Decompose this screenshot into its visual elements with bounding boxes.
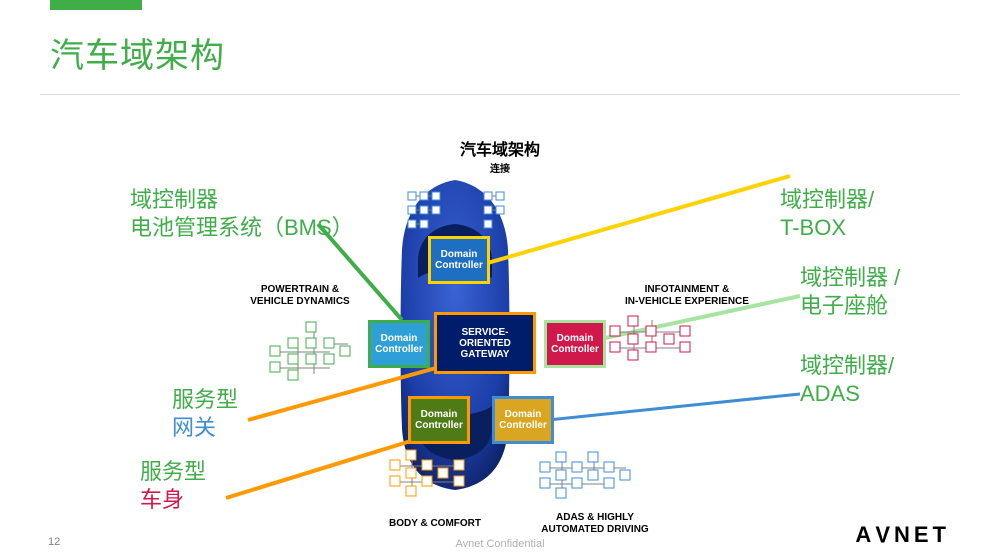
slide-title: 汽车域架构 [50, 28, 225, 77]
co-body-line-0: 服务型 [140, 458, 206, 486]
co-cabin: 域控制器 /电子座舱 [800, 264, 900, 319]
dc-right-label: DomainController [551, 333, 599, 356]
co-body-line-1: 车身 [140, 486, 206, 514]
ln-tbox [484, 176, 790, 264]
dc-bl: DomainController [408, 396, 470, 444]
confidential-footer: Avnet Confidential [0, 538, 1000, 550]
dc-top-label: DomainController [435, 249, 483, 272]
accent-bar [50, 0, 142, 10]
brand-logo: AVNET [855, 522, 950, 548]
co-bms: 域控制器电池管理系统（BMS） [130, 186, 354, 241]
dc-br: DomainController [492, 396, 554, 444]
diagram-subtitle: 连接 [0, 160, 1000, 175]
dc-right: DomainController [544, 320, 606, 368]
sub-body: BODY & COMFORT [370, 518, 500, 530]
dc-left: DomainController [368, 320, 430, 368]
brand-text: AVNET [855, 522, 950, 547]
dc-left-label: DomainController [375, 333, 423, 356]
title-rule [40, 94, 960, 95]
cl-ivi-ecu [610, 316, 690, 360]
slide: 汽车域架构 汽车域架构 连接 12 Avnet Confidential AVN… [0, 0, 1000, 558]
co-body: 服务型车身 [140, 458, 206, 513]
co-adas-line-0: 域控制器/ [800, 352, 894, 380]
co-tbox-line-0: 域控制器/ [780, 186, 874, 214]
sub-pt: POWERTRAIN &VEHICLE DYNAMICS [230, 284, 370, 308]
co-bms-line-0: 域控制器 [130, 186, 354, 214]
ln-adas [548, 394, 800, 420]
diagram-title: 汽车域架构 [0, 136, 1000, 160]
co-cabin-line-1: 电子座舱 [800, 292, 900, 320]
dc-top: DomainController [428, 236, 490, 284]
co-tbox-line-1: T-BOX [780, 214, 874, 242]
co-cabin-line-0: 域控制器 / [800, 264, 900, 292]
co-adas: 域控制器/ADAS [800, 352, 894, 407]
sub-adas: ADAS & HIGHLYAUTOMATED DRIVING [520, 512, 670, 536]
co-tbox: 域控制器/T-BOX [780, 186, 874, 241]
cl-adas-ecu [540, 452, 630, 498]
co-adas-line-1: ADAS [800, 380, 894, 408]
sub-ivi: INFOTAINMENT &IN-VEHICLE EXPERIENCE [602, 284, 772, 308]
service-gateway: SERVICE-ORIENTEDGATEWAY [434, 312, 536, 374]
service-gateway-label: SERVICE-ORIENTEDGATEWAY [459, 327, 511, 360]
cl-pt-ecu [270, 322, 350, 380]
co-gw: 服务型网关 [172, 386, 238, 441]
co-gw-line-0: 服务型 [172, 386, 238, 414]
co-bms-line-1: 电池管理系统（BMS） [130, 214, 354, 242]
dc-br-label: DomainController [499, 409, 547, 432]
co-gw-line-1: 网关 [172, 414, 238, 442]
dc-bl-label: DomainController [415, 409, 463, 432]
